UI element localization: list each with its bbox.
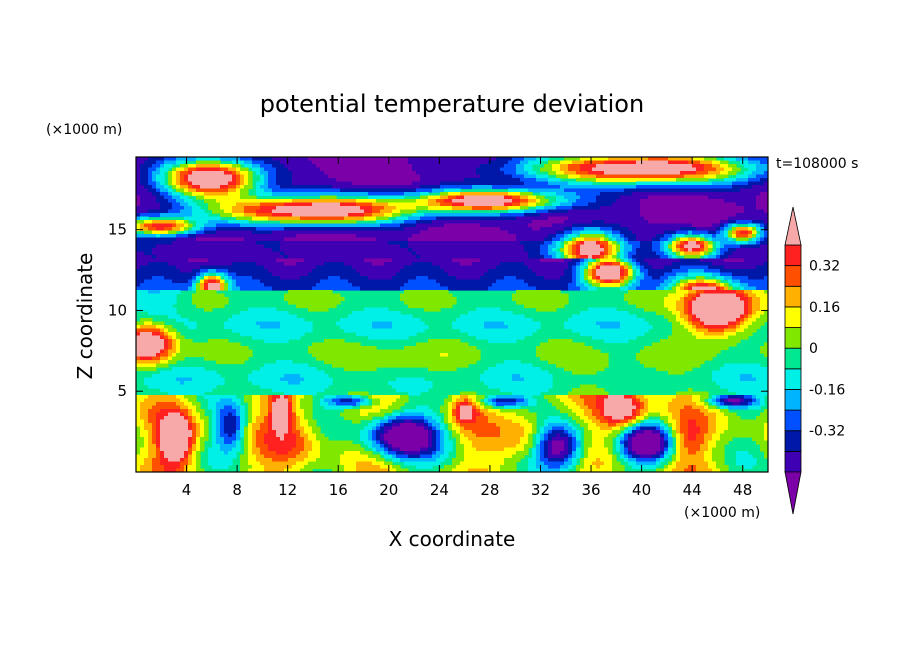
colorbar-box-2	[784, 409, 802, 432]
colorbar-min-triangle	[784, 471, 802, 515]
colorbar-label-4: -0.32	[809, 424, 845, 440]
y-tick-label-5: 5	[117, 382, 127, 400]
x-unit-label: (×1000 m)	[684, 505, 760, 521]
plot-frame	[135, 156, 769, 473]
x-tick-label-40: 40	[632, 481, 651, 499]
colorbar-box-10	[784, 244, 802, 267]
x-axis-ticks: 4 8 12 16 20 24 28 32 36 40 44 48	[182, 157, 752, 499]
x-tick-label-32: 32	[531, 481, 550, 499]
colorbar-max-triangle	[784, 206, 802, 246]
colorbar-box-9	[784, 265, 802, 287]
colorbar-label-2: 0	[809, 341, 818, 357]
colorbar-box-8	[784, 285, 802, 308]
chart-title: potential temperature deviation	[260, 90, 644, 118]
y-axis-ticks: 5 10 15	[108, 221, 768, 400]
y-axis-label: Z coordinate	[73, 253, 97, 380]
y-tick-label-15: 15	[108, 221, 127, 239]
x-tick-label-20: 20	[379, 481, 398, 499]
colorbar-box-4	[784, 368, 802, 390]
colorbar-label-3: -0.16	[809, 382, 845, 398]
colorbar-box-5	[784, 347, 802, 370]
x-tick-label-16: 16	[329, 481, 348, 499]
x-tick-label-48: 48	[733, 481, 752, 499]
time-label: t=108000 s	[776, 156, 858, 172]
x-tick-label-8: 8	[232, 481, 242, 499]
x-tick-label-28: 28	[480, 481, 499, 499]
colorbar-box-0	[784, 450, 802, 473]
x-tick-label-12: 12	[278, 481, 297, 499]
colorbar-box-7	[784, 306, 802, 328]
contour-field	[136, 157, 768, 472]
y-tick-label-10: 10	[108, 301, 127, 319]
x-tick-label-4: 4	[182, 481, 192, 499]
colorbar-box-1	[784, 430, 802, 452]
x-axis-label: X coordinate	[389, 527, 516, 551]
x-tick-label-44: 44	[683, 481, 702, 499]
colorbar-box-6	[784, 327, 802, 349]
colorbar: 0.32 0.16 0 -0.16 -0.32	[784, 206, 845, 515]
x-tick-label-24: 24	[430, 481, 449, 499]
x-tick-label-36: 36	[581, 481, 600, 499]
colorbar-label-1: 0.16	[809, 300, 840, 316]
y-unit-label: (×1000 m)	[46, 122, 122, 138]
colorbar-box-3	[784, 389, 802, 411]
colorbar-label-0: 0.32	[809, 259, 840, 275]
